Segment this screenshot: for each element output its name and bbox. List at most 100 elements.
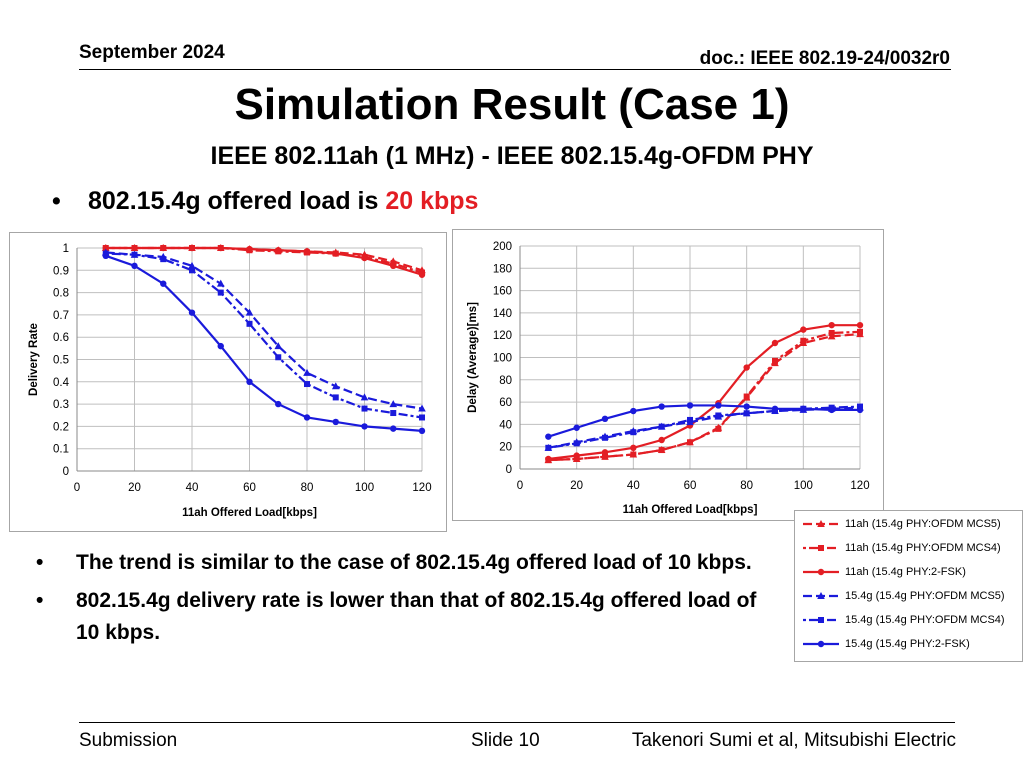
data-point: [246, 320, 253, 327]
delivery-rate-chart-svg: 0 0.1 0.2 0.3 0.4 0.5 0.6 0.7 0.8 0.9 1 0 20 40 60 80 1…: [28, 243, 432, 519]
x-tick-label: 80: [301, 482, 314, 494]
data-point: [658, 423, 665, 430]
y-tick-label: 120: [493, 330, 512, 342]
y-tick-label: 140: [493, 308, 512, 320]
data-point: [332, 250, 339, 257]
y-tick-label: 0: [63, 466, 69, 478]
data-point: [160, 244, 167, 252]
footer-slide-number: Slide 10: [471, 730, 540, 751]
x-axis-label: 11ah Offered Load[kbps]: [623, 504, 758, 516]
note-text: 802.15.4g delivery rate is lower than th…: [76, 589, 757, 644]
x-tick-label: 60: [243, 482, 256, 494]
note-text: The trend is similar to the case of 802.…: [76, 551, 752, 574]
legend-swatch: [803, 568, 839, 576]
series-line: [548, 324, 860, 461]
data-point: [331, 382, 340, 390]
legend-swatch: [803, 545, 839, 551]
data-point: [389, 400, 398, 408]
data-point: [160, 256, 167, 263]
data-point: [303, 414, 311, 421]
header-doc-id: doc.: IEEE 802.19-24/0032r0: [699, 48, 950, 69]
note-item: • The trend is similar to the case of 80…: [36, 547, 776, 579]
series-15-4g-15-4g-phy-2-fsk: [102, 252, 426, 435]
x-tick-label: 0: [517, 480, 523, 492]
footer-divider: [79, 722, 955, 723]
y-tick-label: 40: [499, 419, 512, 431]
data-point: [828, 329, 835, 336]
header-divider: [79, 69, 951, 70]
series-line: [548, 404, 860, 438]
series-line: [548, 330, 861, 462]
x-tick-label: 0: [74, 482, 80, 494]
slide-title: Simulation Result (Case 1): [234, 80, 790, 129]
legend-marker: [818, 617, 824, 623]
data-point: [246, 245, 253, 253]
y-tick-label: 200: [493, 241, 512, 253]
slide-subtitle: IEEE 802.11ah (1 MHz) - IEEE 802.15.4g-O…: [210, 142, 814, 170]
data-point: [245, 308, 254, 316]
data-point: [856, 406, 864, 414]
series-15-4g-15-4g-phy-2-fsk: [545, 402, 864, 440]
legend-swatch: [803, 520, 839, 527]
data-point: [275, 400, 282, 408]
y-tick-label: 0.8: [53, 288, 69, 300]
legend-marker: [817, 520, 825, 527]
footer-authors: Takenori Sumi et al, Mitsubishi Electric: [631, 730, 956, 751]
data-point: [743, 364, 750, 371]
legend-label: 11ah (15.4g PHY:OFDM MCS4): [845, 542, 1001, 554]
x-tick-labels: 0 20 40 60 80 100 120: [517, 480, 870, 492]
data-point: [216, 279, 225, 287]
data-point: [658, 447, 665, 454]
legend-swatch: [803, 640, 839, 648]
chart-legend: 11ah (15.4g PHY:OFDM MCS5) 11ah (15.4g PH…: [794, 510, 1023, 662]
legend-marker: [817, 592, 825, 599]
data-point: [418, 404, 426, 412]
data-point: [601, 449, 609, 456]
legend-item: 15.4g (15.4g PHY:OFDM MCS5): [801, 587, 1005, 605]
series-group: [544, 321, 864, 464]
x-tick-label: 40: [186, 482, 199, 494]
legend-label: 15.4g (15.4g PHY:OFDM MCS4): [845, 614, 1005, 626]
data-point: [743, 403, 750, 410]
data-point: [418, 271, 426, 278]
data-point: [102, 244, 109, 252]
y-tick-label: 0.1: [53, 444, 69, 456]
series-line: [105, 246, 423, 276]
bullet-marker: •: [36, 589, 44, 612]
data-point: [361, 254, 368, 262]
data-point: [771, 405, 779, 412]
x-tick-label: 100: [794, 480, 813, 492]
footer-left: Submission: [79, 730, 178, 751]
series-line: [548, 405, 861, 449]
data-point: [573, 452, 580, 459]
data-point: [687, 416, 693, 423]
data-point: [188, 244, 196, 252]
legend-label: 11ah (15.4g PHY:OFDM MCS5): [845, 518, 1001, 530]
data-point: [630, 451, 637, 458]
data-point: [332, 394, 339, 401]
legend-marker: [817, 568, 825, 576]
chart-grid: [519, 245, 861, 470]
bullet-marker: •: [52, 187, 61, 215]
data-point: [630, 407, 637, 415]
data-point: [304, 381, 310, 388]
y-axis-label: Delivery Rate: [28, 323, 40, 396]
data-point: [217, 342, 224, 350]
data-point: [303, 248, 311, 255]
data-point: [275, 354, 282, 361]
y-tick-label: 0.9: [53, 265, 69, 277]
data-point: [361, 405, 368, 412]
data-point: [390, 262, 397, 270]
x-tick-label: 100: [355, 482, 374, 494]
data-point: [303, 368, 311, 376]
data-point: [332, 418, 339, 426]
legend-item: 11ah (15.4g PHY:OFDM MCS4): [801, 539, 1001, 557]
y-tick-label: 0.6: [53, 332, 69, 344]
series-15-4g-15-4g-phy-ofdm-mcs5: [544, 403, 864, 451]
data-point: [275, 247, 282, 254]
data-point: [573, 440, 580, 447]
data-point: [545, 444, 552, 451]
x-tick-label: 120: [412, 482, 431, 494]
main-bullet-text: 802.15.4g offered load is: [88, 187, 386, 215]
data-point: [828, 321, 835, 329]
